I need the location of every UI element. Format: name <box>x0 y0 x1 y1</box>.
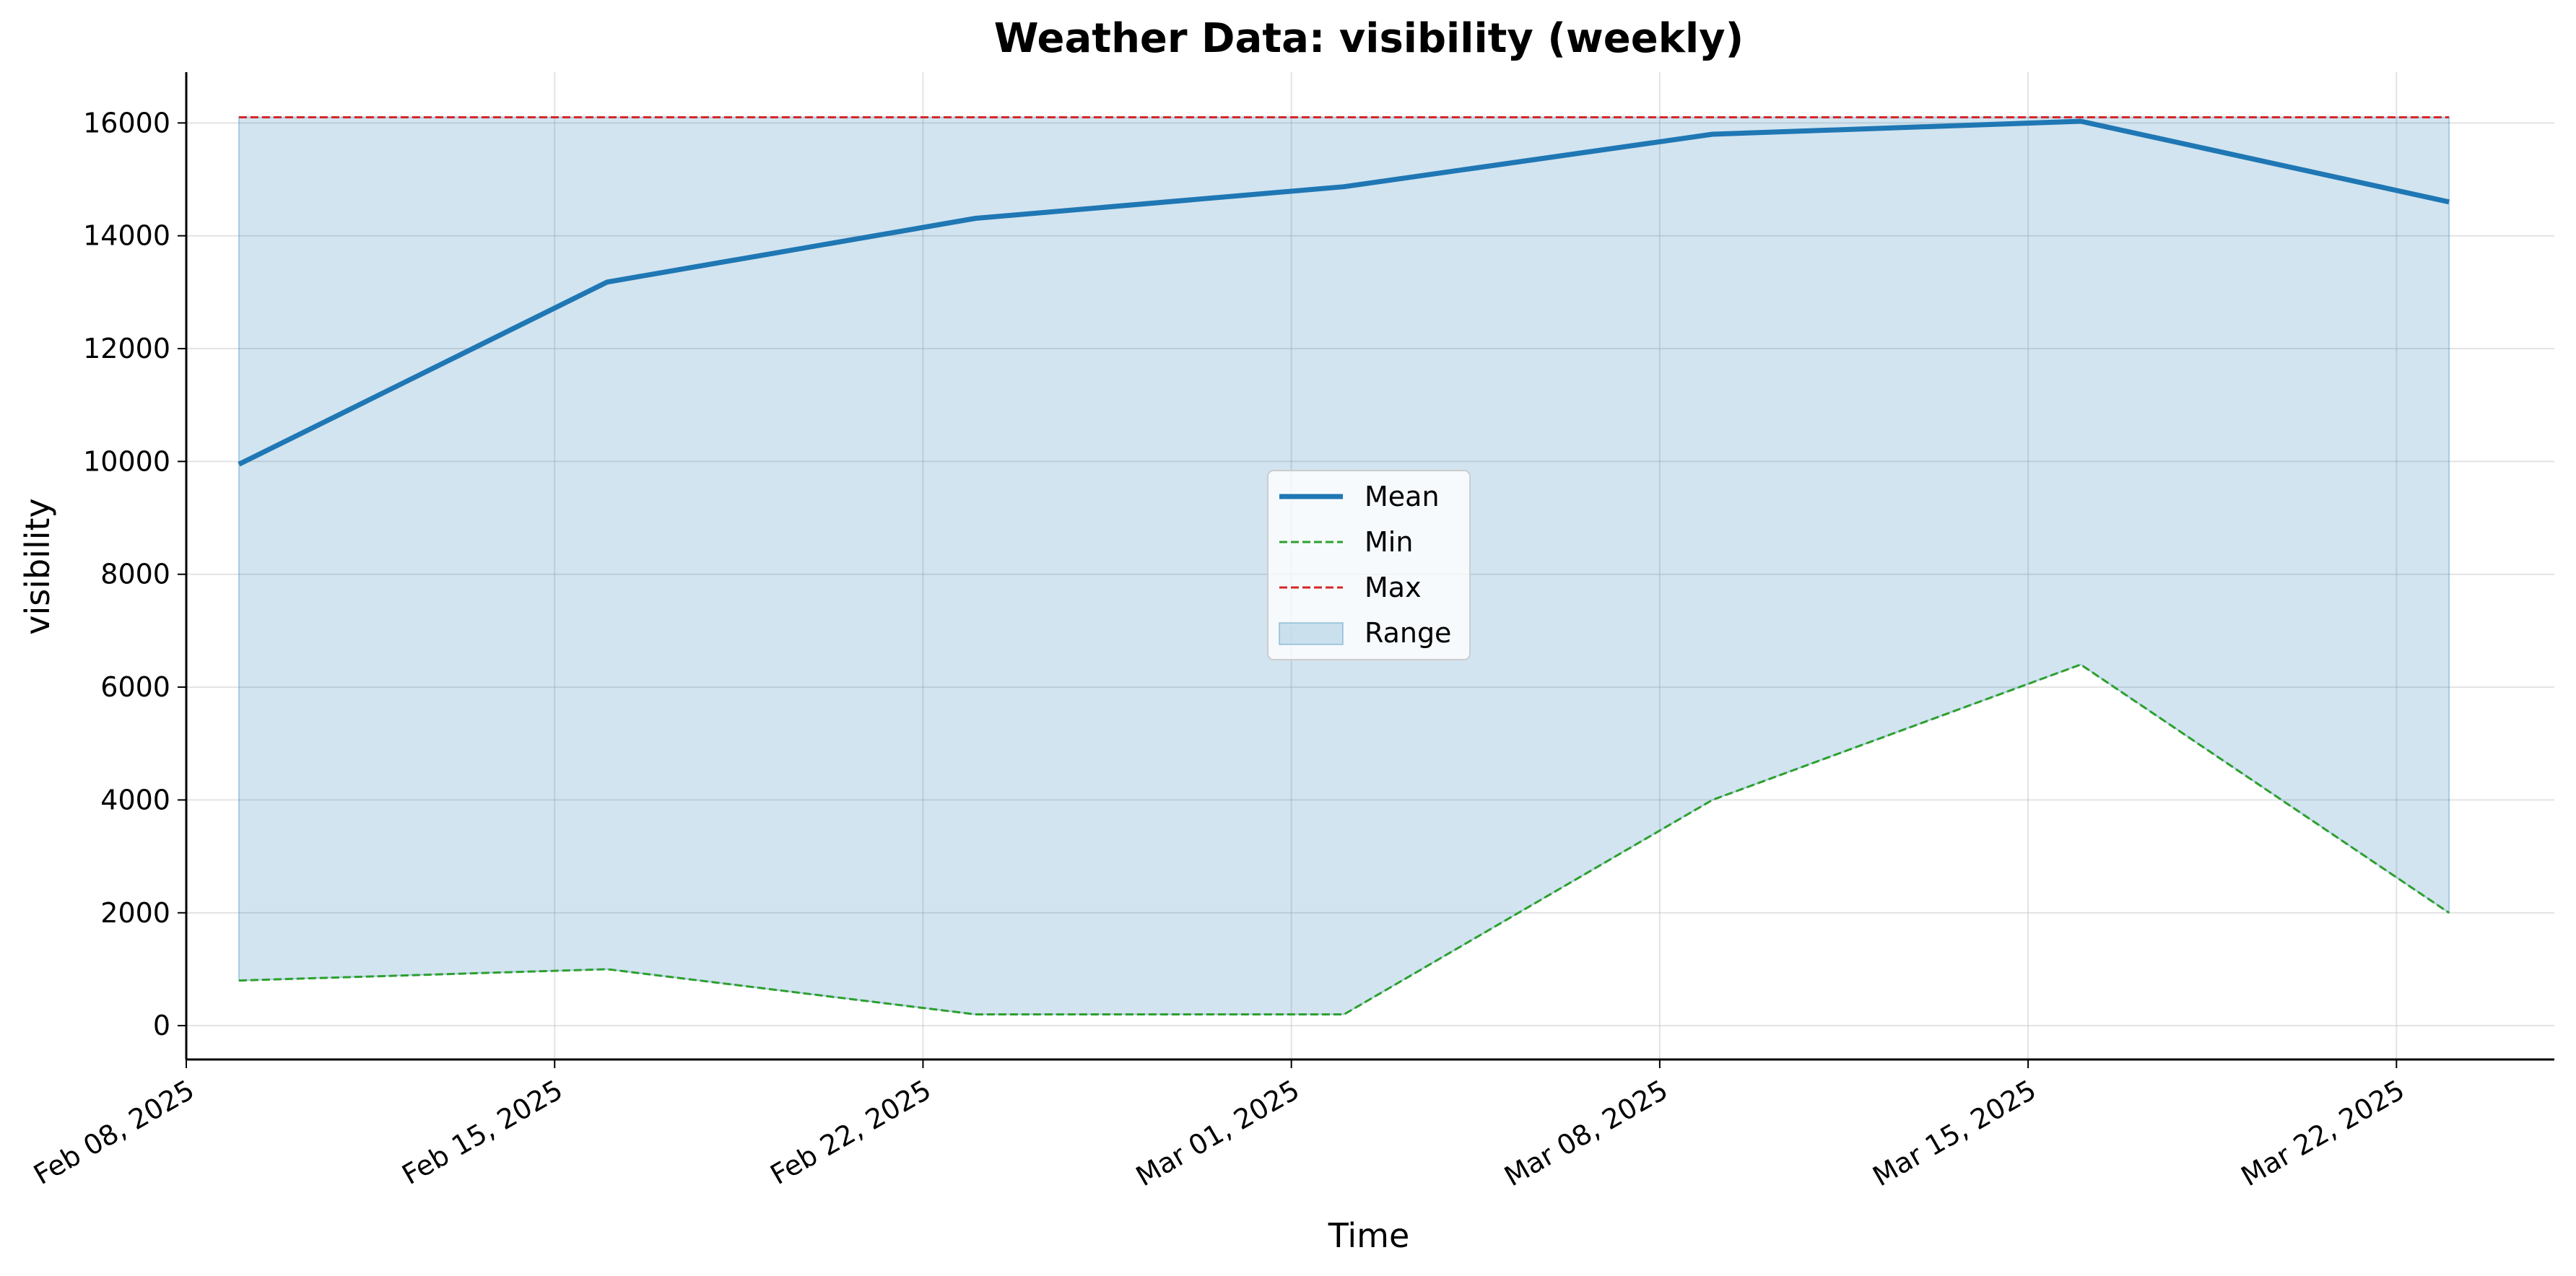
x-tick-label: Mar 22, 2025 <box>2236 1074 2410 1193</box>
legend-box <box>1267 470 1471 660</box>
y-ticks: 0 2000 4000 6000 8000 10000 12000 14000 16000 <box>83 107 186 1041</box>
series-line-mean <box>238 118 2450 467</box>
x-tick-label: Feb 15, 2025 <box>396 1074 567 1191</box>
x-tick-label: Mar 01, 2025 <box>1131 1074 1305 1193</box>
x-tick-label: Mar 08, 2025 <box>1499 1074 1673 1193</box>
axes <box>185 72 2554 1061</box>
x-tick-label: Mar 15, 2025 <box>1868 1074 2042 1193</box>
y-tick-label: 10000 <box>83 445 170 477</box>
y-tick-label: 12000 <box>83 333 170 364</box>
legend-label-mean: Mean <box>1365 481 1440 512</box>
x-ticks: Feb 08, 2025 Feb 15, 2025 Feb 22, 2025 Mar … <box>28 1059 2410 1192</box>
legend-label-range: Range <box>1365 617 1451 649</box>
y-axis-label: visibility <box>18 498 57 635</box>
legend-label-max: Max <box>1365 572 1422 603</box>
y-tick-label: 4000 <box>100 784 170 816</box>
y-tick-label: 14000 <box>83 220 170 252</box>
series-lines <box>238 116 2450 1015</box>
y-tick-label: 0 <box>153 1010 170 1041</box>
y-tick-label: 8000 <box>100 559 170 590</box>
y-tick-label: 6000 <box>100 671 170 703</box>
chart-title: Weather Data: visibility (weekly) <box>994 15 1744 62</box>
legend-label-min: Min <box>1365 526 1413 558</box>
legend: Mean Min Max Range <box>1267 470 1471 660</box>
x-axis-label: Time <box>1328 1216 1410 1255</box>
x-tick-label: Feb 22, 2025 <box>765 1074 936 1191</box>
y-tick-label: 16000 <box>83 107 170 139</box>
legend-swatch-range <box>1279 622 1344 645</box>
y-tick-label: 2000 <box>100 897 170 929</box>
x-tick-label: Feb 08, 2025 <box>28 1074 199 1191</box>
